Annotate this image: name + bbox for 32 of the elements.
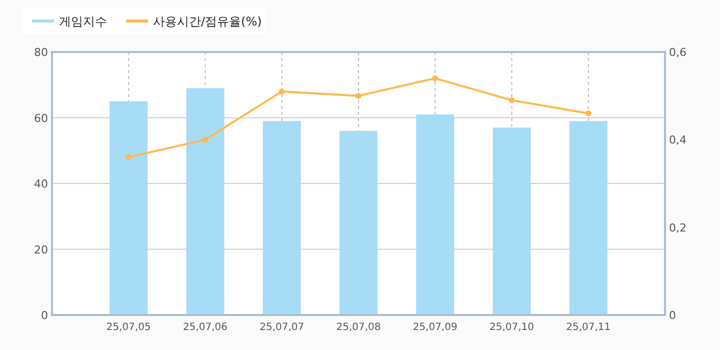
x-tick-label: 25,07,06 xyxy=(182,322,228,333)
y-tick-label: 80 xyxy=(34,46,48,59)
legend-label: 게임지수 xyxy=(59,14,107,28)
y2-tick-label: 0 xyxy=(669,309,676,322)
x-tick-label: 25,07,09 xyxy=(412,322,458,333)
point xyxy=(126,154,132,160)
point xyxy=(202,136,208,143)
bar xyxy=(262,121,301,315)
point xyxy=(278,88,285,94)
bar xyxy=(492,128,531,315)
point xyxy=(508,97,515,104)
x-tick-label: 25,07,11 xyxy=(566,322,611,333)
x-tick-label: 25,07,05 xyxy=(106,322,151,333)
y-tick-label: 0 xyxy=(41,309,48,322)
x-tick-label: 25,07,08 xyxy=(336,322,381,333)
point xyxy=(585,110,592,116)
y2-tick-label: 0,2 xyxy=(669,221,686,234)
x-tick-label: 25,07,07 xyxy=(260,322,304,333)
bar xyxy=(569,121,608,315)
y-tick-label: 60 xyxy=(34,112,48,125)
y2-tick-label: 0,4 xyxy=(669,134,686,147)
y-tick-label: 20 xyxy=(34,243,48,256)
y-tick-label: 40 xyxy=(34,178,48,190)
legend-label: 사용시간/점유율(%) xyxy=(153,14,262,28)
bar xyxy=(416,114,454,315)
point xyxy=(432,75,438,82)
y2-tick-label: 0,6 xyxy=(669,46,686,59)
bar xyxy=(186,88,224,315)
x-tick-label: 25,07,10 xyxy=(489,322,534,333)
bar xyxy=(340,130,378,315)
point xyxy=(356,92,362,99)
bar xyxy=(110,101,148,315)
